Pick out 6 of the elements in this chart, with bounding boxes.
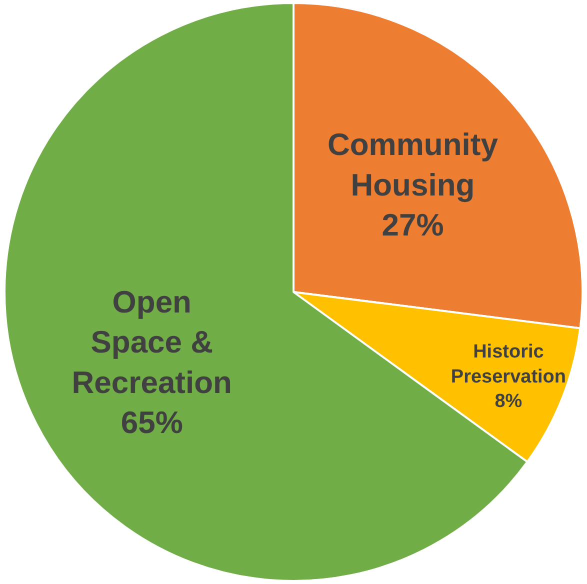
data-label: 27%	[382, 208, 444, 243]
data-label: 8%	[494, 391, 522, 412]
slice-label: Historic Preservation	[450, 342, 566, 388]
slice-label: Open Space & Recreation	[72, 284, 232, 400]
slice-label: Community Housing	[327, 127, 499, 202]
data-label: 65%	[120, 405, 183, 440]
